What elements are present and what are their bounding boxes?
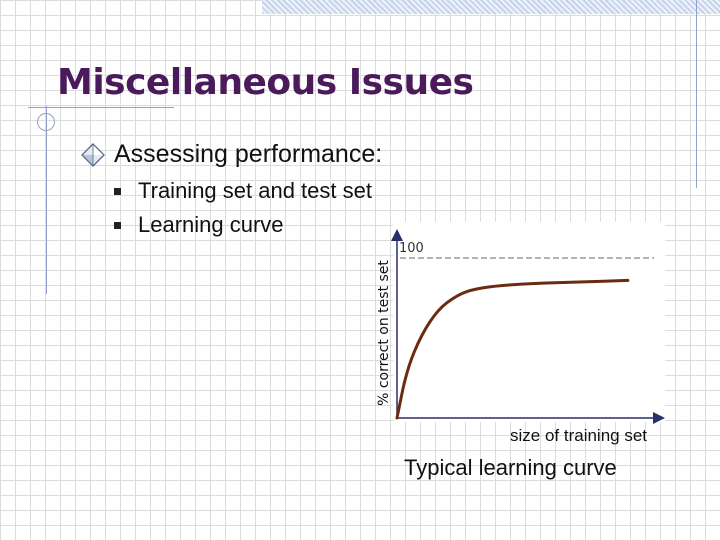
square-bullet-icon — [114, 187, 121, 195]
square-bullet-icon — [114, 221, 121, 229]
crosshair-icon — [37, 113, 55, 131]
learning-curve-line — [395, 278, 630, 420]
sub-bullet-1: Training set and test set — [114, 178, 372, 204]
slide-title: Miscellaneous Issues — [57, 62, 474, 103]
plot-area — [393, 222, 665, 422]
chart-caption: Typical learning curve — [404, 455, 617, 480]
decor-vertical-line-left — [46, 106, 47, 294]
main-bullet: Assessing performance: — [80, 140, 382, 169]
main-bullet-text: Assessing performance: — [114, 140, 383, 168]
sub-bullet-text: Training set and test set — [138, 178, 372, 203]
y-axis-label: % correct on test set — [376, 260, 392, 406]
x-axis-label: size of training set — [510, 426, 648, 445]
decor-vertical-line-right — [696, 0, 697, 188]
sub-bullet-text: Learning curve — [138, 212, 284, 237]
title-underline — [28, 107, 174, 108]
top-decor-band — [262, 0, 720, 14]
diamond-bullet-icon — [81, 142, 105, 167]
reference-line-label: 100 — [399, 241, 424, 256]
sub-bullet-2: Learning curve — [114, 212, 284, 238]
